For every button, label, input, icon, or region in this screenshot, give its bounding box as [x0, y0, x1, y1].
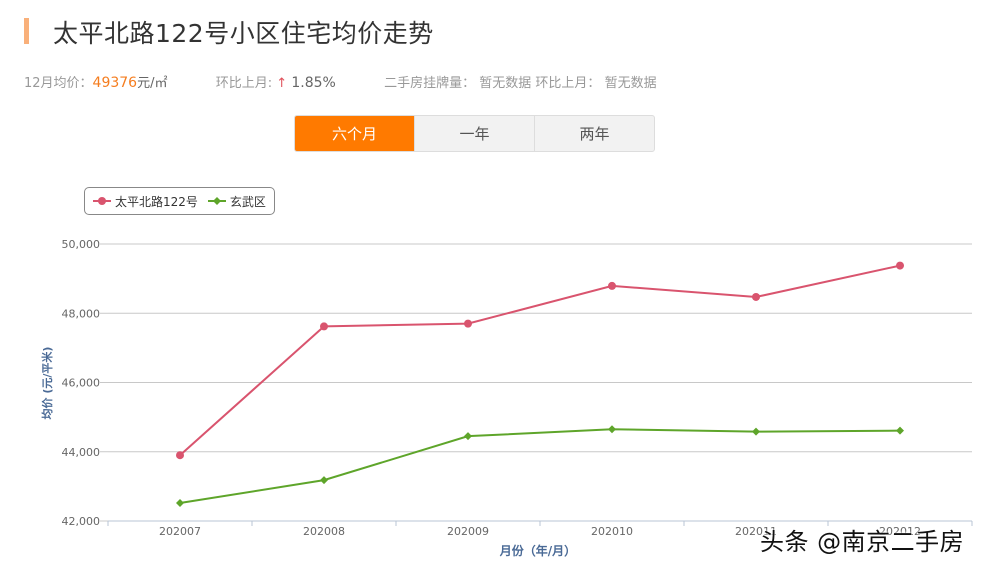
- x-tick-label: 202010: [591, 525, 633, 538]
- avg-price-value: 49376: [92, 75, 138, 91]
- grid-lines: [100, 243, 972, 522]
- mom-label: 环比上月:: [215, 76, 273, 91]
- y-tick-label: 42,000: [62, 515, 101, 528]
- data-point[interactable]: [896, 261, 904, 270]
- legend-item-taiping[interactable]: 太平北路122号: [93, 193, 198, 210]
- legend-label: 太平北路122号: [115, 194, 198, 209]
- stats-row: 12月均价：49376元/㎡ 环比上月: ↑ 1.85% 二手房挂牌量： 暂无数…: [24, 72, 657, 91]
- legend-item-xuanwu[interactable]: 玄武区: [207, 193, 266, 210]
- diamond-marker-icon: [207, 197, 226, 205]
- data-point[interactable]: [752, 427, 760, 436]
- x-axis: 202007 202008 202009 202010 202011 202012: [107, 520, 973, 538]
- data-point[interactable]: [464, 432, 472, 441]
- data-point[interactable]: [320, 322, 328, 331]
- legend-label: 玄武区: [229, 194, 266, 209]
- x-axis-title: 月份（年/月）: [499, 543, 576, 558]
- data-point[interactable]: [176, 498, 184, 507]
- x-tick-label: 202012: [879, 525, 921, 538]
- data-point[interactable]: [464, 319, 472, 328]
- data-point[interactable]: [896, 426, 904, 435]
- circle-marker-icon: [93, 197, 111, 205]
- y-tick-label: 44,000: [62, 446, 101, 459]
- watermark: 头条 @南京二手房: [760, 528, 965, 556]
- listing-mom-label: 环比上月：: [535, 76, 601, 91]
- y-tick-label: 48,000: [62, 307, 101, 320]
- page-title: 太平北路122号小区住宅均价走势: [53, 19, 434, 48]
- y-tick-label: 46,000: [62, 377, 101, 390]
- data-point[interactable]: [608, 425, 616, 434]
- listing-mom-value: 暂无数据: [604, 76, 657, 91]
- tab-two-years[interactable]: 两年: [534, 116, 654, 151]
- listing-label: 二手房挂牌量：: [384, 76, 476, 91]
- data-point[interactable]: [752, 292, 760, 301]
- listing-value: 暂无数据: [479, 76, 532, 91]
- tab-one-year[interactable]: 一年: [414, 116, 534, 151]
- period-tabs: 六个月 一年 两年: [294, 115, 655, 152]
- chart-series: [176, 261, 904, 507]
- avg-price-label: 12月均价：: [24, 76, 93, 91]
- y-tick-label: 50,000: [62, 238, 101, 251]
- series-line: [179, 428, 901, 504]
- avg-price-unit: 元/㎡: [137, 76, 168, 91]
- mom-value: 1.85%: [291, 75, 336, 91]
- arrow-up-icon: ↑: [276, 76, 288, 91]
- data-point[interactable]: [608, 281, 616, 290]
- y-axis-title: 均价 (元/平米): [40, 347, 54, 420]
- x-tick-label: 202007: [159, 525, 201, 538]
- title-accent-bar: [24, 18, 29, 44]
- x-tick-label: 202008: [303, 525, 345, 538]
- x-tick-label: 202009: [447, 525, 489, 538]
- series-line: [179, 264, 901, 456]
- tab-six-months[interactable]: 六个月: [295, 116, 414, 151]
- chart-legend: 太平北路122号 玄武区: [84, 187, 275, 215]
- y-axis-ticks: 42,000 44,000 46,000 48,000 50,000: [62, 238, 101, 528]
- data-point[interactable]: [176, 451, 184, 460]
- x-tick-label: 202011: [735, 525, 777, 538]
- data-point[interactable]: [320, 476, 328, 485]
